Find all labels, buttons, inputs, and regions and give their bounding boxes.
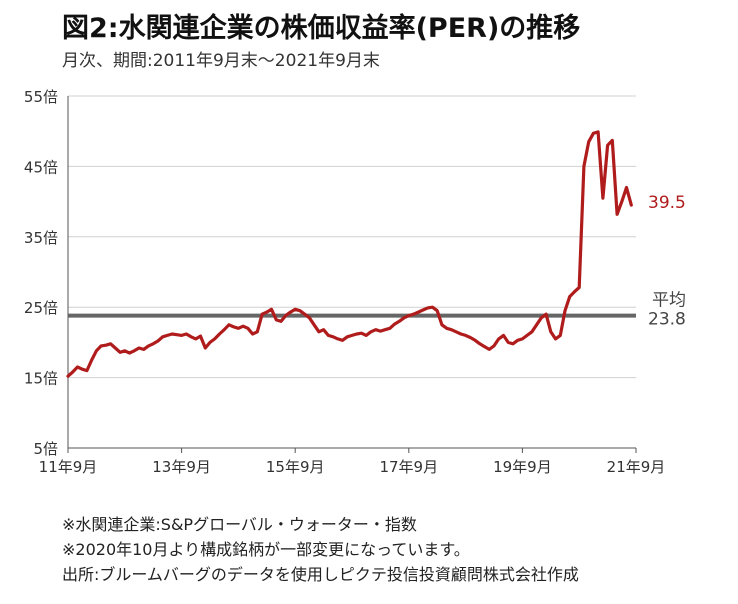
chart-subtitle: 月次、期間:2011年9月末～2021年9月末 — [62, 51, 380, 71]
footnotes: ※水関連企業:S&Pグローバル・ウォーター・指数 ※2020年10月より構成銘柄… — [62, 512, 579, 587]
x-tick-label: 11年9月 — [39, 458, 98, 476]
y-tick-label: 25倍 — [24, 299, 58, 317]
x-tick-label: 15年9月 — [266, 458, 325, 476]
average-value-label: 23.8 — [648, 310, 686, 330]
y-tick-label: 55倍 — [24, 88, 58, 106]
footnote-change: ※2020年10月より構成銘柄が一部変更になっています。 — [62, 540, 470, 559]
last-value-label: 39.5 — [648, 193, 686, 213]
x-tick-label: 17年9月 — [379, 458, 438, 476]
average-caption: 平均 — [652, 291, 686, 311]
grid-layer — [68, 95, 636, 379]
axis-layer: 5倍 15倍 25倍 35倍 45倍 55倍 11年9月 13年9月 15年9月 17年9月 19年… — [24, 88, 665, 476]
y-tick-label: 15倍 — [24, 370, 58, 388]
y-tick-label: 35倍 — [24, 229, 58, 247]
chart-title: 図2:水関連企業の株価収益率(PER)の推移 — [62, 13, 581, 44]
footnote-index: ※水関連企業:S&Pグローバル・ウォーター・指数 — [62, 515, 417, 534]
x-tick-label: 19年9月 — [493, 458, 552, 476]
footnote-source: 出所:ブルームバーグのデータを使用しピクテ投信投資顧問株式会社作成 — [62, 565, 579, 584]
y-tick-label: 5倍 — [33, 440, 58, 458]
x-tick-label: 13年9月 — [152, 458, 211, 476]
per-series-line — [66, 130, 633, 378]
series-layer — [66, 130, 633, 378]
x-tick-label: 21年9月 — [607, 458, 666, 476]
y-tick-label: 45倍 — [24, 158, 58, 176]
